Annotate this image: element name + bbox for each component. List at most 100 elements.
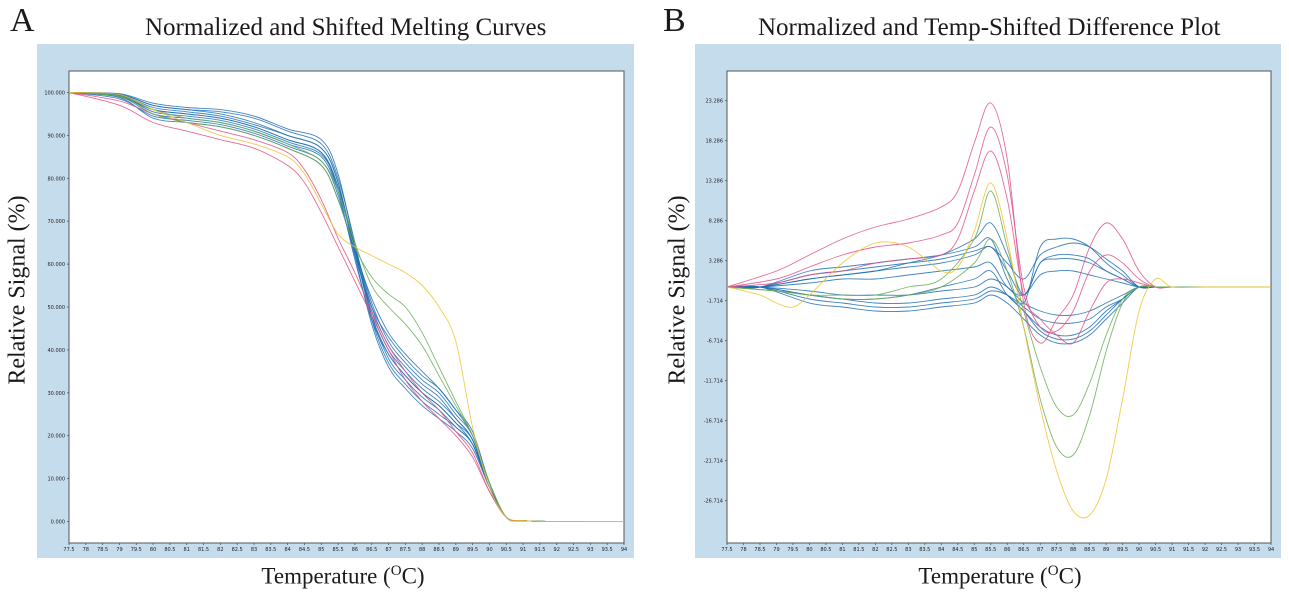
x-tick-label: 87.5: [1051, 547, 1062, 553]
x-tick-label: 85: [971, 547, 977, 553]
x-tick-label: 81.5: [198, 547, 209, 553]
y-tick-label: 20.000: [48, 434, 66, 440]
x-axis-label-text: Temperature (: [261, 563, 391, 589]
x-tick-label: 83: [905, 547, 911, 553]
x-tick-label: 84.5: [299, 547, 310, 553]
plot-frame: 23.286 18.286 13.286 8.286 3.286 -1.714 -6.714…: [695, 44, 1281, 558]
y-tick-label: 13.286: [706, 179, 724, 185]
x-tick-label: 80: [806, 547, 812, 553]
panel-a: A Normalized and Shifted Melting Curves …: [0, 0, 644, 592]
x-tick-label: 91.5: [534, 547, 545, 553]
x-tick-label: 81.5: [853, 547, 864, 553]
y-tick-label: 8.286: [709, 219, 723, 225]
y-tick-label: 30.000: [48, 391, 66, 397]
y-tick-label: -16.714: [704, 419, 723, 425]
y-tick-label: -26.714: [704, 499, 723, 505]
x-tick-label: 85.5: [985, 547, 996, 553]
panel-letter: A: [10, 2, 35, 39]
y-tick-label: 100.000: [44, 90, 65, 96]
y-tick-label: 70.000: [48, 219, 66, 225]
x-tick-label: 86.5: [1018, 547, 1029, 553]
x-tick-label: 88.5: [433, 547, 444, 553]
x-tick-label: 94: [1268, 547, 1274, 553]
y-tick-label: 50.000: [48, 305, 66, 311]
x-tick-label: 93.5: [602, 547, 613, 553]
y-tick-label: 80.000: [48, 176, 66, 182]
x-tick-label: 82: [872, 547, 878, 553]
y-tick-label: 23.286: [706, 99, 724, 105]
melting-curves-chart: 100.000 90.000 80.000 70.000 60.000 50.000 40.…: [44, 70, 627, 553]
x-tick-label: 93.5: [1249, 547, 1260, 553]
x-tick-label: 91: [520, 547, 526, 553]
series-line: [726, 190, 1271, 418]
x-tick-label: 78.5: [97, 547, 108, 553]
x-tick-label: 83.5: [919, 547, 930, 553]
x-tick-label: 81: [839, 547, 845, 553]
x-tick-label: 87.5: [400, 547, 411, 553]
series-line: [726, 182, 1271, 519]
y-tick-label: -1.714: [707, 299, 723, 305]
x-tick-label: 80: [150, 547, 156, 553]
x-axis-label-superscript: O: [390, 563, 402, 579]
x-tick-label: 79: [773, 547, 779, 553]
x-tick-label: 79.5: [131, 547, 142, 553]
x-tick-label: 94: [621, 547, 627, 553]
x-tick-label: 81: [184, 547, 190, 553]
x-tick-label: 85.5: [333, 547, 344, 553]
y-tick-label: 18.286: [706, 139, 724, 145]
x-tick-label: 88: [419, 547, 425, 553]
y-tick-label: 0.000: [51, 520, 65, 526]
x-tick-label: 78: [740, 547, 746, 553]
plot-area: [68, 70, 625, 544]
x-tick-label: 92: [1202, 547, 1208, 553]
x-axis-label-superscript: O: [1047, 563, 1059, 579]
x-tick-label: 82.5: [886, 547, 897, 553]
x-axis-label-text: Temperature (: [918, 563, 1048, 589]
y-axis-label: Relative Signal (%): [4, 195, 31, 385]
x-tick-label: 77.5: [63, 547, 74, 553]
x-tick-label: 83.5: [265, 547, 276, 553]
x-tick-label: 82: [217, 547, 223, 553]
difference-plot-chart: 23.286 18.286 13.286 8.286 3.286 -1.714 -6.714…: [704, 70, 1274, 553]
y-tick-label: 60.000: [48, 262, 66, 268]
x-tick-label: 91: [1169, 547, 1175, 553]
x-tick-label: 88: [1070, 547, 1076, 553]
x-tick-label: 82.5: [232, 547, 243, 553]
x-tick-label: 89: [1103, 547, 1109, 553]
x-tick-label: 92.5: [568, 547, 579, 553]
x-tick-label: 93: [1235, 547, 1241, 553]
series-group: [726, 102, 1271, 519]
x-tick-label: 86: [1004, 547, 1010, 553]
y-tick-label: 90.000: [48, 133, 66, 139]
y-tick-label: -6.714: [707, 339, 723, 345]
x-tick-label: 80.5: [820, 547, 831, 553]
plot-frame: 100.000 90.000 80.000 70.000 60.000 50.000 40.…: [37, 44, 634, 558]
x-tick-label: 91.5: [1183, 547, 1194, 553]
x-tick-label: 84: [284, 547, 290, 553]
x-tick-label: 90: [1136, 547, 1142, 553]
y-tick-label: 10.000: [48, 477, 66, 483]
x-tick-label: 78: [83, 547, 89, 553]
x-tick-label: 93: [587, 547, 593, 553]
x-tick-label: 92.5: [1216, 547, 1227, 553]
panel-b: B Normalized and Temp-Shifted Difference…: [645, 0, 1289, 592]
x-tick-label: 86: [352, 547, 358, 553]
x-tick-label: 92: [554, 547, 560, 553]
y-tick-label: -21.714: [704, 459, 723, 465]
y-tick-label: 40.000: [48, 348, 66, 354]
chart-title: Normalized and Shifted Melting Curves: [145, 14, 547, 41]
x-tick-label: 80.5: [164, 547, 175, 553]
series-line: [68, 92, 624, 523]
y-tick-label: -11.714: [704, 379, 723, 385]
y-tick-label: 3.286: [709, 259, 723, 265]
x-tick-label: 86.5: [366, 547, 377, 553]
panel-letter: B: [663, 2, 686, 39]
x-axis-label: Temperature (OC): [261, 563, 424, 590]
x-tick-label: 90.5: [1150, 547, 1161, 553]
x-tick-label: 87: [1037, 547, 1043, 553]
x-tick-label: 77.5: [721, 547, 732, 553]
series-group: [68, 92, 624, 523]
x-axis-label-tail: C): [401, 563, 425, 589]
x-axis-label: Temperature (OC): [918, 563, 1081, 590]
x-tick-label: 89: [453, 547, 459, 553]
